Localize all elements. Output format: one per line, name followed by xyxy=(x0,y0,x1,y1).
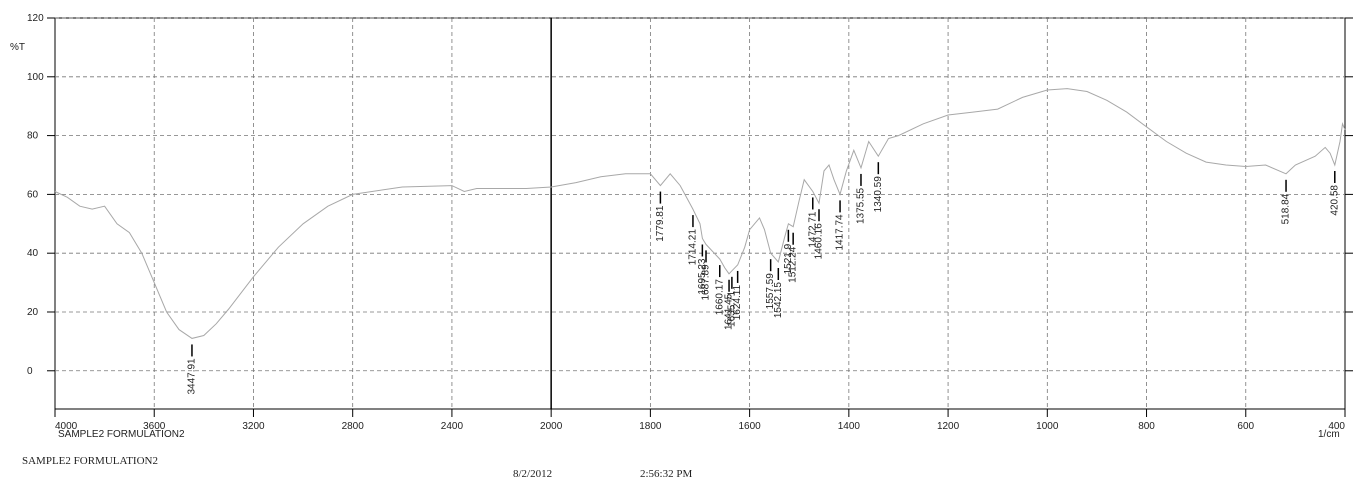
x-tick-label: 3200 xyxy=(242,421,265,432)
peak-label: 1641.45 xyxy=(724,293,735,330)
peak-label: 1557.59 xyxy=(765,273,776,310)
peak-label: 420.58 xyxy=(1329,185,1340,216)
date: 8/2/2012 xyxy=(513,468,552,479)
x-tick-label: 1800 xyxy=(639,421,662,432)
x-tick-label: 2000 xyxy=(540,421,563,432)
x-tick-label: 1000 xyxy=(1036,421,1059,432)
peak-label: 1635.71 xyxy=(726,290,737,327)
peak-label: 1340.59 xyxy=(873,176,884,213)
peak-label: 3447.91 xyxy=(187,358,198,395)
x-tick-label: 600 xyxy=(1237,421,1254,432)
sample-footer: SAMPLE2 FORMULATION2 xyxy=(22,455,158,467)
peak-label: 1417.74 xyxy=(835,214,846,251)
peak-label: 1660.17 xyxy=(714,279,725,316)
x-tick-label: 2400 xyxy=(441,421,464,432)
x-tick-label: 2800 xyxy=(342,421,365,432)
peak-label: 1624.11 xyxy=(732,284,743,320)
x-tick-label: 1400 xyxy=(838,421,861,432)
peak-label: 1460.16 xyxy=(814,223,825,260)
peak-label: 1687.89 xyxy=(701,264,712,301)
spectrum-line xyxy=(54,88,1346,339)
sample-caption: SAMPLE2 FORMULATION2 xyxy=(58,429,185,440)
y-tick-label: 20 xyxy=(27,307,39,318)
time: 2:56:32 PM xyxy=(640,468,692,479)
peak-label: 1542.15 xyxy=(773,282,784,319)
x-tick-label: 1600 xyxy=(738,421,761,432)
y-tick-label: 0 xyxy=(27,366,33,377)
peak-label: 1714.21 xyxy=(687,229,698,266)
x-unit: 1/cm xyxy=(1318,429,1340,440)
y-tick-label: 120 xyxy=(27,13,44,24)
peak-label: 1521.9 xyxy=(783,243,794,274)
peak-label: 518.84 xyxy=(1281,193,1292,224)
y-axis-label: %T xyxy=(10,42,25,53)
x-tick-label: 400 xyxy=(1328,421,1345,432)
x-tick-label: 800 xyxy=(1138,421,1155,432)
y-tick-label: 80 xyxy=(27,131,39,142)
x-tick-label: 3600 xyxy=(143,421,166,432)
peak-label: 1695.23 xyxy=(697,258,708,295)
peak-label: 1779.81 xyxy=(655,205,666,242)
peak-label: 1375.55 xyxy=(856,187,867,224)
x-tick-label: 1200 xyxy=(937,421,960,432)
y-tick-label: 100 xyxy=(27,72,44,83)
peak-label: 1472.71 xyxy=(807,211,818,248)
y-tick-label: 60 xyxy=(27,189,39,200)
x-tick-label: 4000 xyxy=(55,421,78,432)
peak-label: 1512.24 xyxy=(788,246,799,283)
y-tick-label: 40 xyxy=(27,248,39,259)
